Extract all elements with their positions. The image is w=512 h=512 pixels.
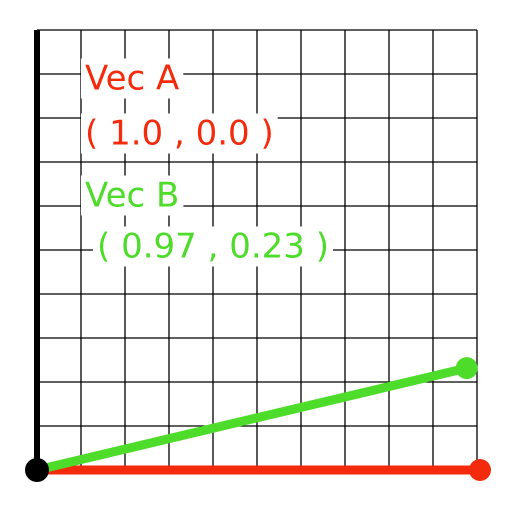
vectors: [32, 357, 491, 481]
vector-name: Vec B: [85, 176, 179, 216]
label-background: [81, 175, 184, 216]
vector-coords: ( 0.97 , 0.23 ): [97, 227, 329, 267]
label-background: [81, 113, 278, 154]
vector-name: Vec A: [85, 59, 179, 99]
labels: Vec A ( 1.0 , 0.0 ) Vec B ( 0.97 , 0.23 ): [81, 58, 333, 267]
vector-coords: ( 1.0 , 0.0 ): [85, 114, 274, 154]
label-background: [93, 226, 333, 267]
origin: [25, 458, 49, 482]
vector-tip: [455, 357, 478, 380]
vector-tip: [469, 459, 491, 481]
vector-line: [32, 363, 472, 475]
y-axis: [34, 30, 40, 470]
label-background: [81, 58, 184, 99]
